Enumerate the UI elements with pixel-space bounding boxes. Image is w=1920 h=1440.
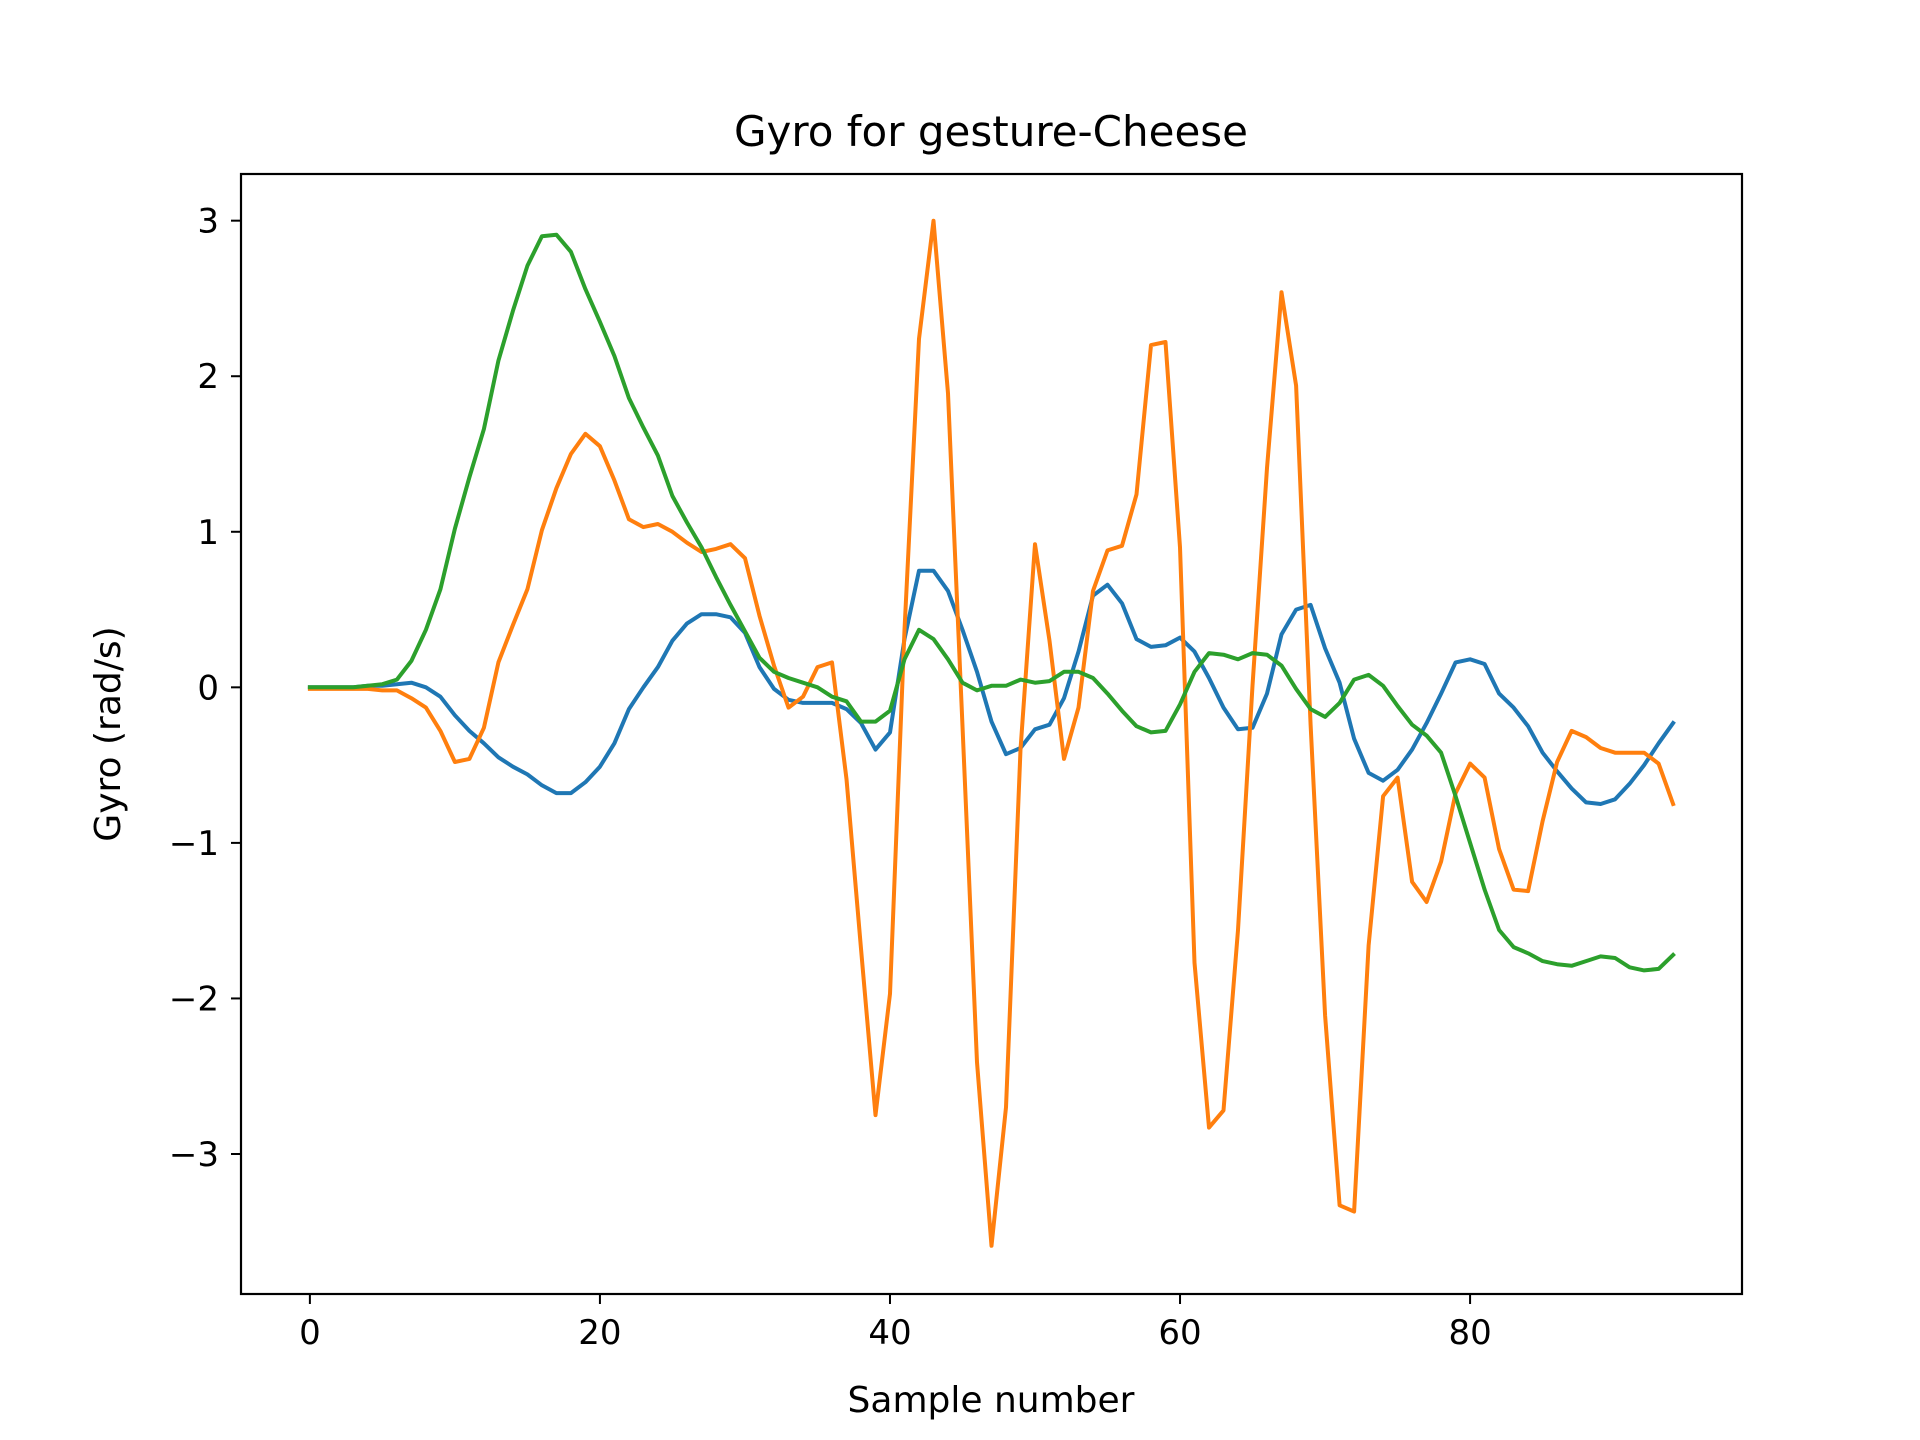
series-line-3 — [307, 232, 1676, 973]
y-tick-label: −1 — [169, 824, 219, 864]
series-layer — [307, 218, 1676, 1248]
x-tick-label: 60 — [1158, 1313, 1201, 1353]
y-axis-label: Gyro (rad/s) — [88, 626, 129, 841]
y-tick-label: 3 — [197, 202, 219, 242]
series-line-2 — [307, 218, 1676, 1248]
x-axis-label: Sample number — [848, 1380, 1135, 1421]
x-tick-label: 80 — [1448, 1313, 1491, 1353]
plot-area-frame — [239, 172, 1744, 1296]
y-tick-label: 1 — [197, 513, 219, 553]
x-axis: 0 20 40 60 80 — [299, 1294, 1492, 1353]
chart-title: Gyro for gesture-Cheese — [734, 107, 1248, 156]
x-tick-label: 40 — [868, 1313, 911, 1353]
y-tick-label: 2 — [197, 357, 219, 397]
series-line-1 — [307, 568, 1676, 806]
x-tick-label: 20 — [578, 1313, 621, 1353]
y-tick-label: 0 — [197, 668, 219, 708]
x-tick-label: 0 — [299, 1313, 321, 1353]
y-tick-label: −3 — [169, 1135, 219, 1175]
y-tick-label: −2 — [169, 979, 219, 1019]
y-axis: 3 2 1 0 −1 −2 −3 — [169, 202, 241, 1175]
